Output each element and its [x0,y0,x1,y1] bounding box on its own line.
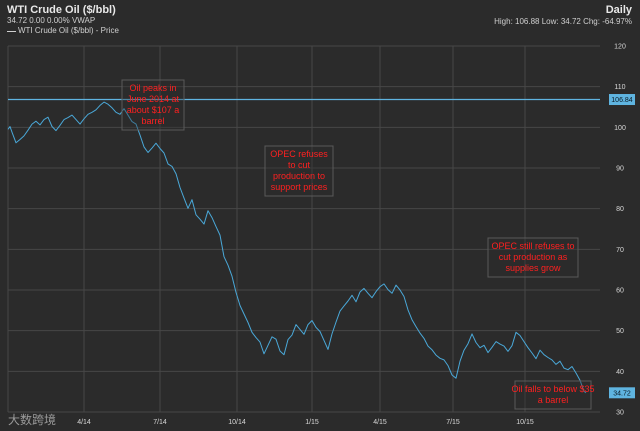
annotation-text: Oil falls to below $35 [511,384,594,394]
last-value-tag-label: 34.72 [613,390,631,397]
annotation-text: OPEC refuses [270,149,328,159]
high-value-tag-bg [609,94,635,106]
annotation-frame [264,145,334,197]
price-series-line [7,101,587,394]
annotation-text: cut production as [499,252,568,262]
grid-lines [7,45,600,413]
annotation-text: barrel [141,116,164,126]
annotation-box: Oil falls to below $35a barrel [511,380,595,410]
value-tags: 106.84 34.72 [609,94,635,399]
x-tick-label: 7/14 [153,419,167,426]
y-tick-label: 80 [616,206,624,213]
x-tick-label: 10/14 [228,419,246,426]
last-value-tag-bg [609,387,635,399]
axis-ticks: 30 40 50 60 70 80 90 100 110 120 4/14 7/14 10/14 1/15… [77,44,626,427]
annotation-text: supplies grow [505,263,561,273]
annotation-text: June 2014 at [127,94,180,104]
chart-title: WTI Crude Oil ($/bbl) [7,4,116,16]
y-tick-label: 90 [616,166,624,173]
price-stats: 34.72 0.00 0.00% VWAP [7,16,96,25]
high-value-tag-label: 106.84 [611,97,633,104]
annotation-text: OPEC still refuses to [491,241,574,251]
y-tick-label: 60 [616,288,624,295]
y-tick-label: 30 [616,410,624,417]
series-group [7,101,587,394]
last-value-tag: 34.72 [609,387,635,399]
high-value-tag: 106.84 [609,94,635,106]
series-legend: WTI Crude Oil ($/bbl) - Price [18,26,119,35]
annotation-text: production to [273,171,325,181]
annotation-text: a barrel [538,395,569,405]
x-tick-label: 4/14 [77,419,91,426]
annotation-frame [121,79,185,131]
y-tick-label: 50 [616,328,624,335]
y-tick-label: 120 [614,44,626,51]
annotation-frame [514,380,592,410]
y-tick-label: 110 [614,84,625,91]
annotation-text: support prices [271,182,328,192]
annotation-text: about $107 a [127,105,180,115]
frequency-label[interactable]: Daily [605,4,632,16]
annotation-text: to cut [288,160,311,170]
range-stats: High: 106.88 Low: 34.72 Chg: -64.97% [494,17,632,26]
legend-swatch [7,31,16,32]
y-tick-label: 70 [616,247,624,254]
x-tick-label: 4/15 [373,419,387,426]
y-tick-label: 100 [614,125,626,132]
x-tick-label: 1/15 [305,419,319,426]
watermark: 大数跨境 [8,413,57,427]
annotation-frame [487,237,579,278]
annotation-text: Oil peaks in [129,83,176,93]
y-tick-label: 40 [616,369,624,376]
x-tick-label: 10/15 [516,419,534,426]
x-tick-label: 7/15 [446,419,460,426]
